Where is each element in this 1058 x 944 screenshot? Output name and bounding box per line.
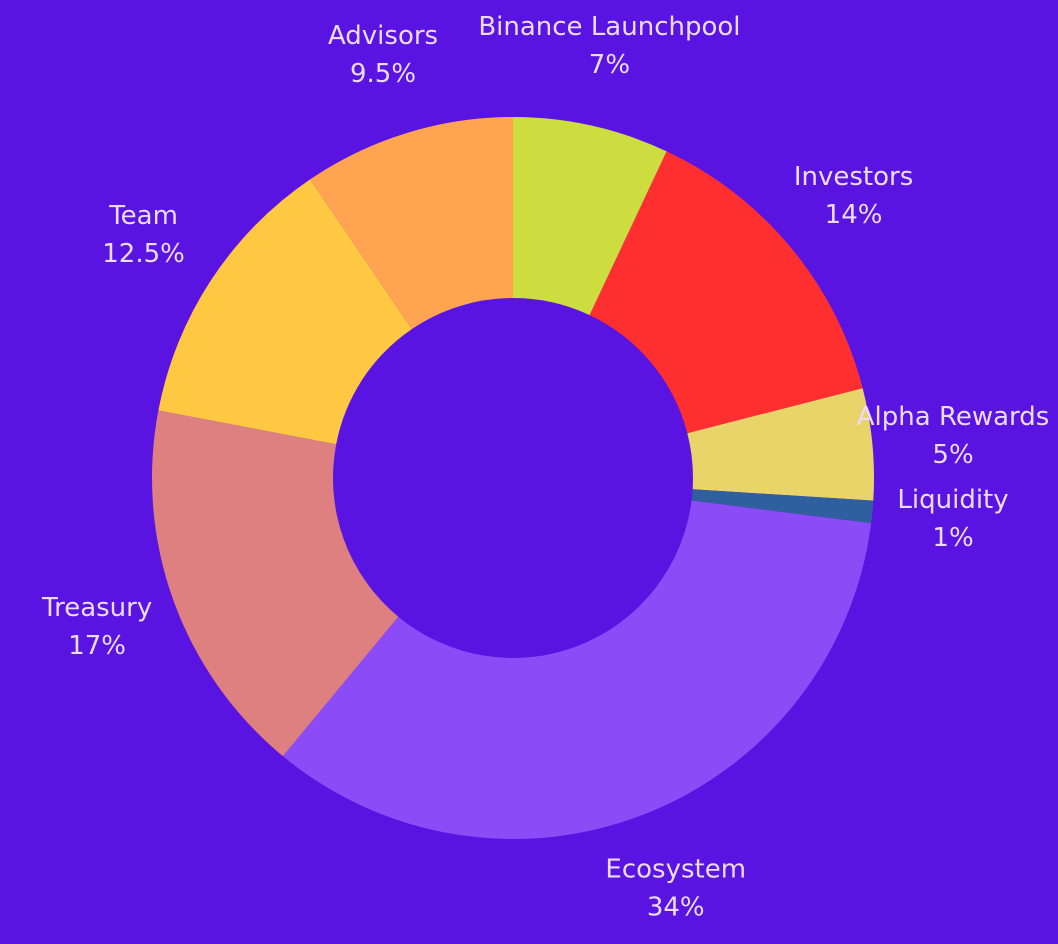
slice-value-label: 7% xyxy=(589,50,630,80)
donut-slice xyxy=(282,500,872,839)
slice-value-label: 9.5% xyxy=(350,59,416,89)
donut-slice xyxy=(589,151,863,434)
slice-label: Team xyxy=(108,201,178,231)
donut-slice xyxy=(513,117,667,316)
slice-label: Ecosystem xyxy=(605,854,746,884)
donut-slice xyxy=(310,117,513,330)
slice-value-label: 12.5% xyxy=(102,239,185,269)
donut-slice xyxy=(691,489,874,524)
slice-label: Liquidity xyxy=(897,485,1008,515)
slice-value-label: 14% xyxy=(825,200,883,230)
slice-value-label: 34% xyxy=(647,892,705,922)
donut-slice xyxy=(687,388,874,501)
slice-label: Binance Launchpool xyxy=(478,12,740,42)
donut-slice xyxy=(158,179,412,445)
slice-label: Treasury xyxy=(41,593,152,623)
slice-value-label: 1% xyxy=(932,523,973,553)
slice-value-label: 17% xyxy=(68,631,126,661)
slice-value-label: 5% xyxy=(932,440,973,470)
slice-label: Alpha Rewards xyxy=(857,402,1050,432)
donut-slice xyxy=(152,410,399,757)
slice-label: Investors xyxy=(794,162,913,192)
slice-label: Advisors xyxy=(328,21,438,51)
